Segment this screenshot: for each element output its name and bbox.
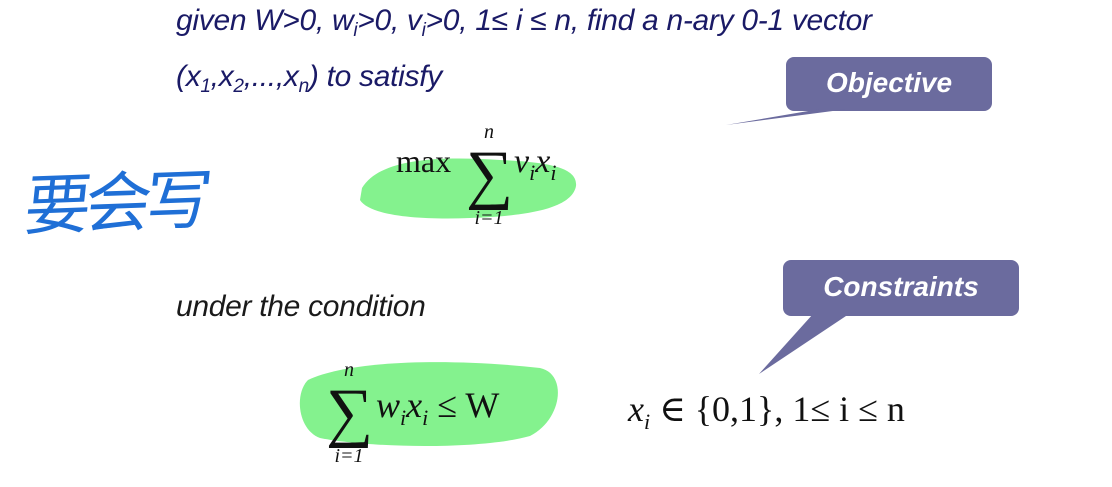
line2-comma-2: ,...,x <box>243 60 299 93</box>
line1-text-mid: >0, v <box>357 4 422 37</box>
objective-callout: Objective <box>825 67 953 98</box>
problem-line-2: (x1,x2,...,xn) to satisfy <box>176 60 442 97</box>
objective-lower-limit: i=1 <box>474 207 504 229</box>
constraint-le-w: ≤ W <box>428 385 500 425</box>
line2-comma-1: ,x <box>210 60 234 93</box>
domain-x: x <box>628 389 644 429</box>
objective-v: v <box>514 143 530 180</box>
objective-terms: vixi <box>514 143 556 184</box>
objective-upper-limit: n <box>484 121 494 143</box>
constraint-w: w <box>376 385 401 425</box>
constraint-upper-limit: n <box>344 359 354 381</box>
objective-highlight <box>360 158 577 219</box>
line1-sub-2: i <box>421 20 426 41</box>
domain-rest: ∈ {0,1}, 1≤ i ≤ n <box>650 389 905 429</box>
objective-max: max <box>396 143 452 179</box>
line1-text-post: >0, 1≤ i ≤ n, find a n-ary <box>425 4 742 37</box>
constraint-sub-i-2: i <box>422 405 429 430</box>
objective-callout-shape <box>726 57 992 125</box>
constraint-lower-limit: i=1 <box>334 445 364 467</box>
objective-sigma: n ∑ i=1 <box>466 121 514 229</box>
sum-icon: ∑ <box>466 138 514 211</box>
problem-line-1: given W>0, wi>0, vi>0, 1≤ i ≤ n, find a … <box>176 4 872 41</box>
constraint-highlight <box>299 362 558 446</box>
objective-sub-i: i <box>529 160 536 185</box>
objective-sub-i-2: i <box>550 160 557 185</box>
line1-sub: i <box>353 20 358 41</box>
constraints-callout-shape <box>759 260 1019 374</box>
objective-x: x <box>535 143 551 180</box>
constraint-sub-i: i <box>400 405 407 430</box>
line2-open: (x <box>176 60 201 93</box>
line1-vector: 0-1 vector <box>741 4 872 37</box>
constraints-callout: Constraints <box>823 271 979 302</box>
handwritten-annotation: 要会写 <box>20 161 210 246</box>
line2-end: ) to satisfy <box>308 60 442 93</box>
sum-icon: ∑ <box>326 376 374 449</box>
constraint-terms: wixi ≤ W <box>376 384 500 429</box>
line2-sub-3: n <box>298 76 310 97</box>
condition-text: under the condition <box>176 290 426 323</box>
domain-sub-i: i <box>643 409 651 434</box>
constraint-x: x <box>406 385 423 425</box>
line1-text: given W>0, w <box>176 4 354 37</box>
line2-sub-2: 2 <box>233 76 244 97</box>
domain-condition: xi ∈ {0,1}, 1≤ i ≤ n <box>628 388 905 433</box>
constraint-sigma: n ∑ i=1 <box>326 359 374 467</box>
line2-sub-1: 1 <box>200 76 211 97</box>
